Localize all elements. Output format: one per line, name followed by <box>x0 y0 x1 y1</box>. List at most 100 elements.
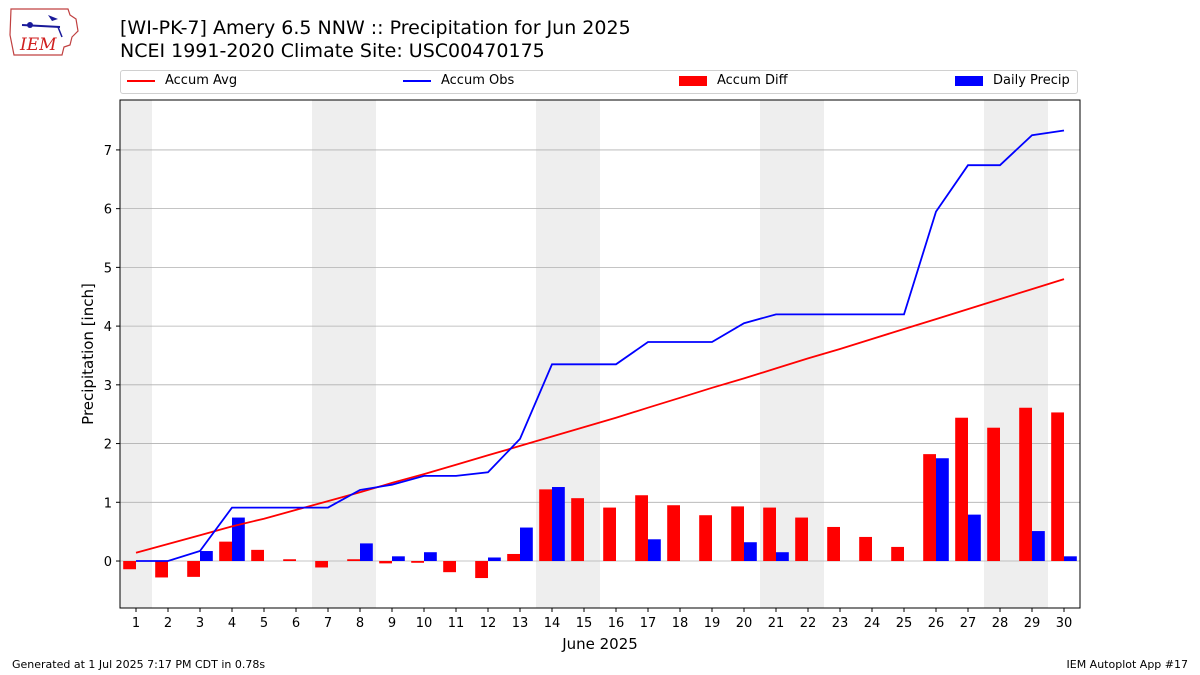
x-tick-label: 21 <box>768 616 785 631</box>
y-tick-label: 0 <box>104 555 112 570</box>
legend-item-daily-precip: Daily Precip <box>955 73 1070 88</box>
x-tick-label: 18 <box>672 616 689 631</box>
x-tick-label: 7 <box>324 616 332 631</box>
plot-frame <box>119 99 1081 609</box>
diff-bar-day-14 <box>539 489 552 562</box>
daily-bar-day-3 <box>200 551 213 562</box>
diff-bar-day-22 <box>795 517 808 562</box>
iem-logo-text: IEM <box>19 35 57 55</box>
legend-label-daily-precip: Daily Precip <box>993 73 1070 88</box>
daily-bar-day-10 <box>424 552 437 562</box>
x-tick-label: 26 <box>928 616 945 631</box>
legend: Accum Avg Accum Obs Accum Diff Daily Pre… <box>120 70 1078 94</box>
legend-swatch-accum-obs <box>403 79 431 82</box>
daily-bar-day-26 <box>936 458 949 562</box>
legend-item-accum-obs: Accum Obs <box>403 73 514 88</box>
chart-subtitle: NCEI 1991-2020 Climate Site: USC00470175 <box>120 40 545 62</box>
legend-swatch-daily-precip <box>955 75 983 86</box>
diff-bar-day-21 <box>763 507 776 562</box>
daily-bar-day-8 <box>360 543 373 562</box>
diff-bar-day-7 <box>315 561 328 568</box>
x-tick-label: 16 <box>608 616 625 631</box>
x-tick-label: 14 <box>544 616 561 631</box>
y-tick-label: 7 <box>104 144 112 159</box>
legend-item-accum-diff: Accum Diff <box>679 73 788 88</box>
accum-avg-line <box>135 278 1065 554</box>
diff-bar-day-28 <box>987 427 1000 562</box>
x-axis-label: June 2025 <box>561 635 638 653</box>
diff-bar-day-24 <box>859 536 872 562</box>
x-tick-label: 25 <box>896 616 913 631</box>
diff-bar-day-20 <box>731 506 744 562</box>
x-tick-label: 15 <box>576 616 593 631</box>
diff-bar-day-11 <box>443 561 456 573</box>
x-tick-label: 13 <box>512 616 529 631</box>
diff-bar-day-1 <box>123 561 136 570</box>
y-tick-label: 2 <box>104 438 112 453</box>
chart-title: [WI-PK-7] Amery 6.5 NNW :: Precipitation… <box>120 17 631 39</box>
diff-bar-day-5 <box>251 549 264 562</box>
diff-bar-day-27 <box>955 417 968 562</box>
iowa-outline-icon <box>9 8 79 56</box>
x-tick-label: 17 <box>640 616 657 631</box>
legend-swatch-accum-diff <box>679 75 707 86</box>
daily-bar-day-4 <box>232 517 245 562</box>
x-tick-label: 11 <box>448 616 465 631</box>
x-tick-label: 30 <box>1056 616 1073 631</box>
daily-bar-day-20 <box>744 542 757 562</box>
x-tick-label: 12 <box>480 616 497 631</box>
x-tick-label: 28 <box>992 616 1009 631</box>
x-tick-label: 29 <box>1024 616 1041 631</box>
y-axis-label: Precipitation [inch] <box>79 283 97 425</box>
legend-label-accum-diff: Accum Diff <box>717 73 788 88</box>
x-tick-label: 23 <box>832 616 849 631</box>
legend-swatch-accum-avg <box>127 79 155 82</box>
diff-bar-day-8 <box>347 559 360 562</box>
x-tick-label: 1 <box>132 616 140 631</box>
diff-bar-day-19 <box>699 515 712 562</box>
legend-item-accum-avg: Accum Avg <box>127 73 237 88</box>
diff-bar-day-12 <box>475 561 488 579</box>
x-tick-label: 9 <box>388 616 396 631</box>
daily-bar-day-30 <box>1064 556 1077 562</box>
diff-bar-day-13 <box>507 553 520 562</box>
diff-bar-day-26 <box>923 454 936 562</box>
y-tick-label: 4 <box>104 320 112 335</box>
diff-bar-day-6 <box>283 559 296 562</box>
diff-bar-day-25 <box>891 546 904 562</box>
daily-bar-day-21 <box>776 552 789 562</box>
diff-bar-day-15 <box>571 498 584 562</box>
daily-bar-day-13 <box>520 527 533 562</box>
diff-bar-day-17 <box>635 495 648 562</box>
diff-bar-day-2 <box>155 561 168 578</box>
diff-bar-day-29 <box>1019 407 1032 562</box>
iem-logo: IEM <box>9 8 79 56</box>
generated-footer: Generated at 1 Jul 2025 7:17 PM CDT in 0… <box>12 658 266 671</box>
daily-bar-day-14 <box>552 487 565 562</box>
diff-bar-day-3 <box>187 561 200 577</box>
daily-bar-day-29 <box>1032 531 1045 562</box>
x-tick-label: 5 <box>260 616 268 631</box>
daily-bar-day-12 <box>488 557 501 562</box>
x-tick-label: 10 <box>416 616 433 631</box>
legend-label-accum-avg: Accum Avg <box>165 73 238 88</box>
x-tick-label: 6 <box>292 616 300 631</box>
x-tick-label: 2 <box>164 616 172 631</box>
daily-bar-day-27 <box>968 514 981 562</box>
app-footer: IEM Autoplot App #17 <box>1066 658 1189 671</box>
diff-bar-day-23 <box>827 526 840 562</box>
legend-label-accum-obs: Accum Obs <box>441 73 515 88</box>
x-tick-label: 22 <box>800 616 817 631</box>
x-tick-label: 27 <box>960 616 977 631</box>
x-tick-label: 4 <box>228 616 236 631</box>
diff-bar-day-4 <box>219 541 232 562</box>
x-tick-label: 3 <box>196 616 204 631</box>
weekend-shade-1 <box>312 100 376 608</box>
y-tick-label: 6 <box>104 203 112 218</box>
weekend-shade-0 <box>120 100 152 608</box>
x-tick-label: 20 <box>736 616 753 631</box>
daily-bar-day-17 <box>648 539 661 562</box>
diff-bar-day-18 <box>667 505 680 562</box>
diff-bar-day-10 <box>411 561 424 563</box>
